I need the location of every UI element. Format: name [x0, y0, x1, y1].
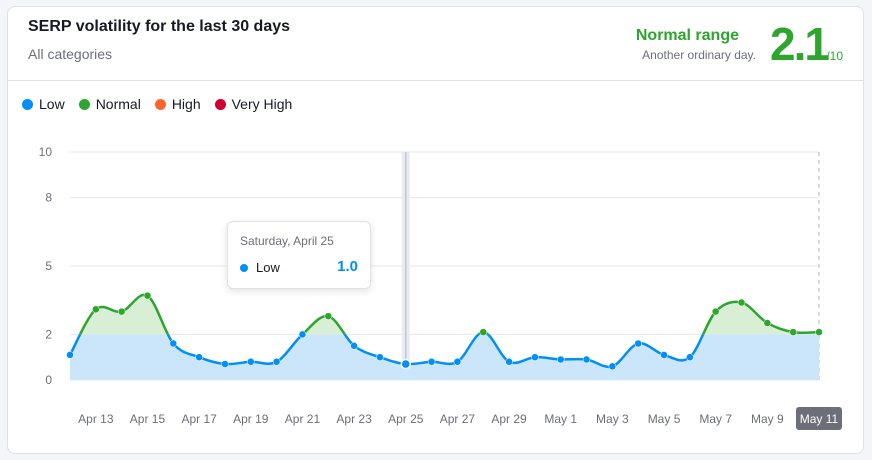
legend-label: Low: [39, 96, 65, 112]
x-tick-label: Apr 15: [130, 412, 166, 426]
data-point: [247, 358, 255, 366]
score-max: /10: [826, 49, 843, 63]
x-tick-label: Apr 17: [181, 412, 217, 426]
data-point: [556, 355, 565, 364]
legend-item-very-high[interactable]: Very High: [214, 96, 293, 112]
data-point: [169, 339, 178, 348]
legend-dot-icon: [154, 98, 166, 110]
data-point: [117, 307, 126, 316]
data-point: [608, 362, 617, 371]
data-point: [400, 358, 412, 370]
x-tick-label: Apr 29: [491, 412, 527, 426]
x-tick-label: May 5: [648, 412, 681, 426]
data-point: [634, 339, 642, 348]
data-point: [711, 307, 720, 316]
chart-tooltip: Saturday, April 25 Low 1.0: [227, 221, 371, 289]
x-tick-label: May 7: [699, 412, 732, 426]
legend-label: Normal: [95, 96, 141, 112]
x-tick-label: Apr 25: [388, 412, 424, 426]
data-point: [660, 351, 668, 359]
data-point: [66, 351, 74, 359]
y-tick-label: 8: [45, 191, 52, 205]
data-point: [350, 342, 358, 350]
range-label: Normal range: [635, 27, 739, 44]
card-title: SERP volatility for the last 30 days: [28, 18, 291, 35]
low-area: [70, 334, 819, 380]
range-description: Another ordinary day.: [642, 48, 756, 62]
legend-label: High: [171, 96, 201, 112]
y-tick-label: 5: [45, 259, 52, 273]
legend-dot-icon: [22, 98, 33, 110]
data-point: [815, 328, 823, 336]
volatility-score: 2.1: [770, 18, 830, 70]
chart-legend: Low Normal High Very High: [22, 96, 292, 112]
data-point: [143, 291, 152, 300]
data-point: [686, 353, 694, 361]
data-point: [737, 298, 746, 307]
category-selector[interactable]: All categories: [28, 46, 113, 62]
data-point: [479, 328, 487, 336]
data-point: [195, 353, 203, 361]
x-tick-label: May 1: [544, 412, 577, 426]
normal-area: [80, 294, 819, 335]
legend-dot-icon: [78, 98, 90, 110]
x-tick-label: Apr 23: [336, 412, 372, 426]
tooltip-date: Saturday, April 25: [240, 234, 334, 248]
data-point: [531, 353, 539, 361]
legend-dot-icon: [214, 98, 226, 110]
data-point: [92, 305, 100, 314]
x-tick-label: Apr 27: [440, 412, 476, 426]
x-tick-label: Apr 19: [233, 412, 269, 426]
card-header: SERP volatility for the last 30 days All…: [8, 7, 863, 81]
data-point: [427, 358, 436, 366]
data-point: [763, 319, 772, 327]
current-day-badge: [796, 407, 842, 430]
data-point: [453, 358, 462, 366]
tooltip-value: 1.0: [337, 258, 358, 275]
y-tick-label: 0: [45, 373, 52, 387]
x-tick-label: May 9: [751, 412, 784, 426]
data-point: [324, 312, 333, 320]
legend-label: Very High: [231, 96, 293, 112]
data-point: [789, 328, 797, 336]
legend-item-high[interactable]: High: [154, 96, 201, 112]
data-point: [376, 353, 384, 361]
data-point: [272, 358, 281, 366]
tooltip-series-dot-icon: [240, 264, 248, 272]
legend-item-normal[interactable]: Normal: [78, 96, 141, 112]
x-tick-label: Apr 21: [285, 412, 321, 426]
legend-item-low[interactable]: Low: [22, 96, 65, 112]
x-tick-label: Apr 13: [78, 412, 114, 426]
data-point: [505, 358, 513, 366]
data-point: [582, 355, 591, 364]
data-point: [298, 330, 307, 339]
y-tick-label: 10: [39, 145, 53, 159]
x-tick-label: May 11: [800, 412, 839, 426]
y-tick-label: 2: [45, 327, 52, 341]
tooltip-series-name: Low: [256, 260, 280, 275]
x-tick-label: May 3: [596, 412, 629, 426]
data-point: [221, 360, 229, 368]
